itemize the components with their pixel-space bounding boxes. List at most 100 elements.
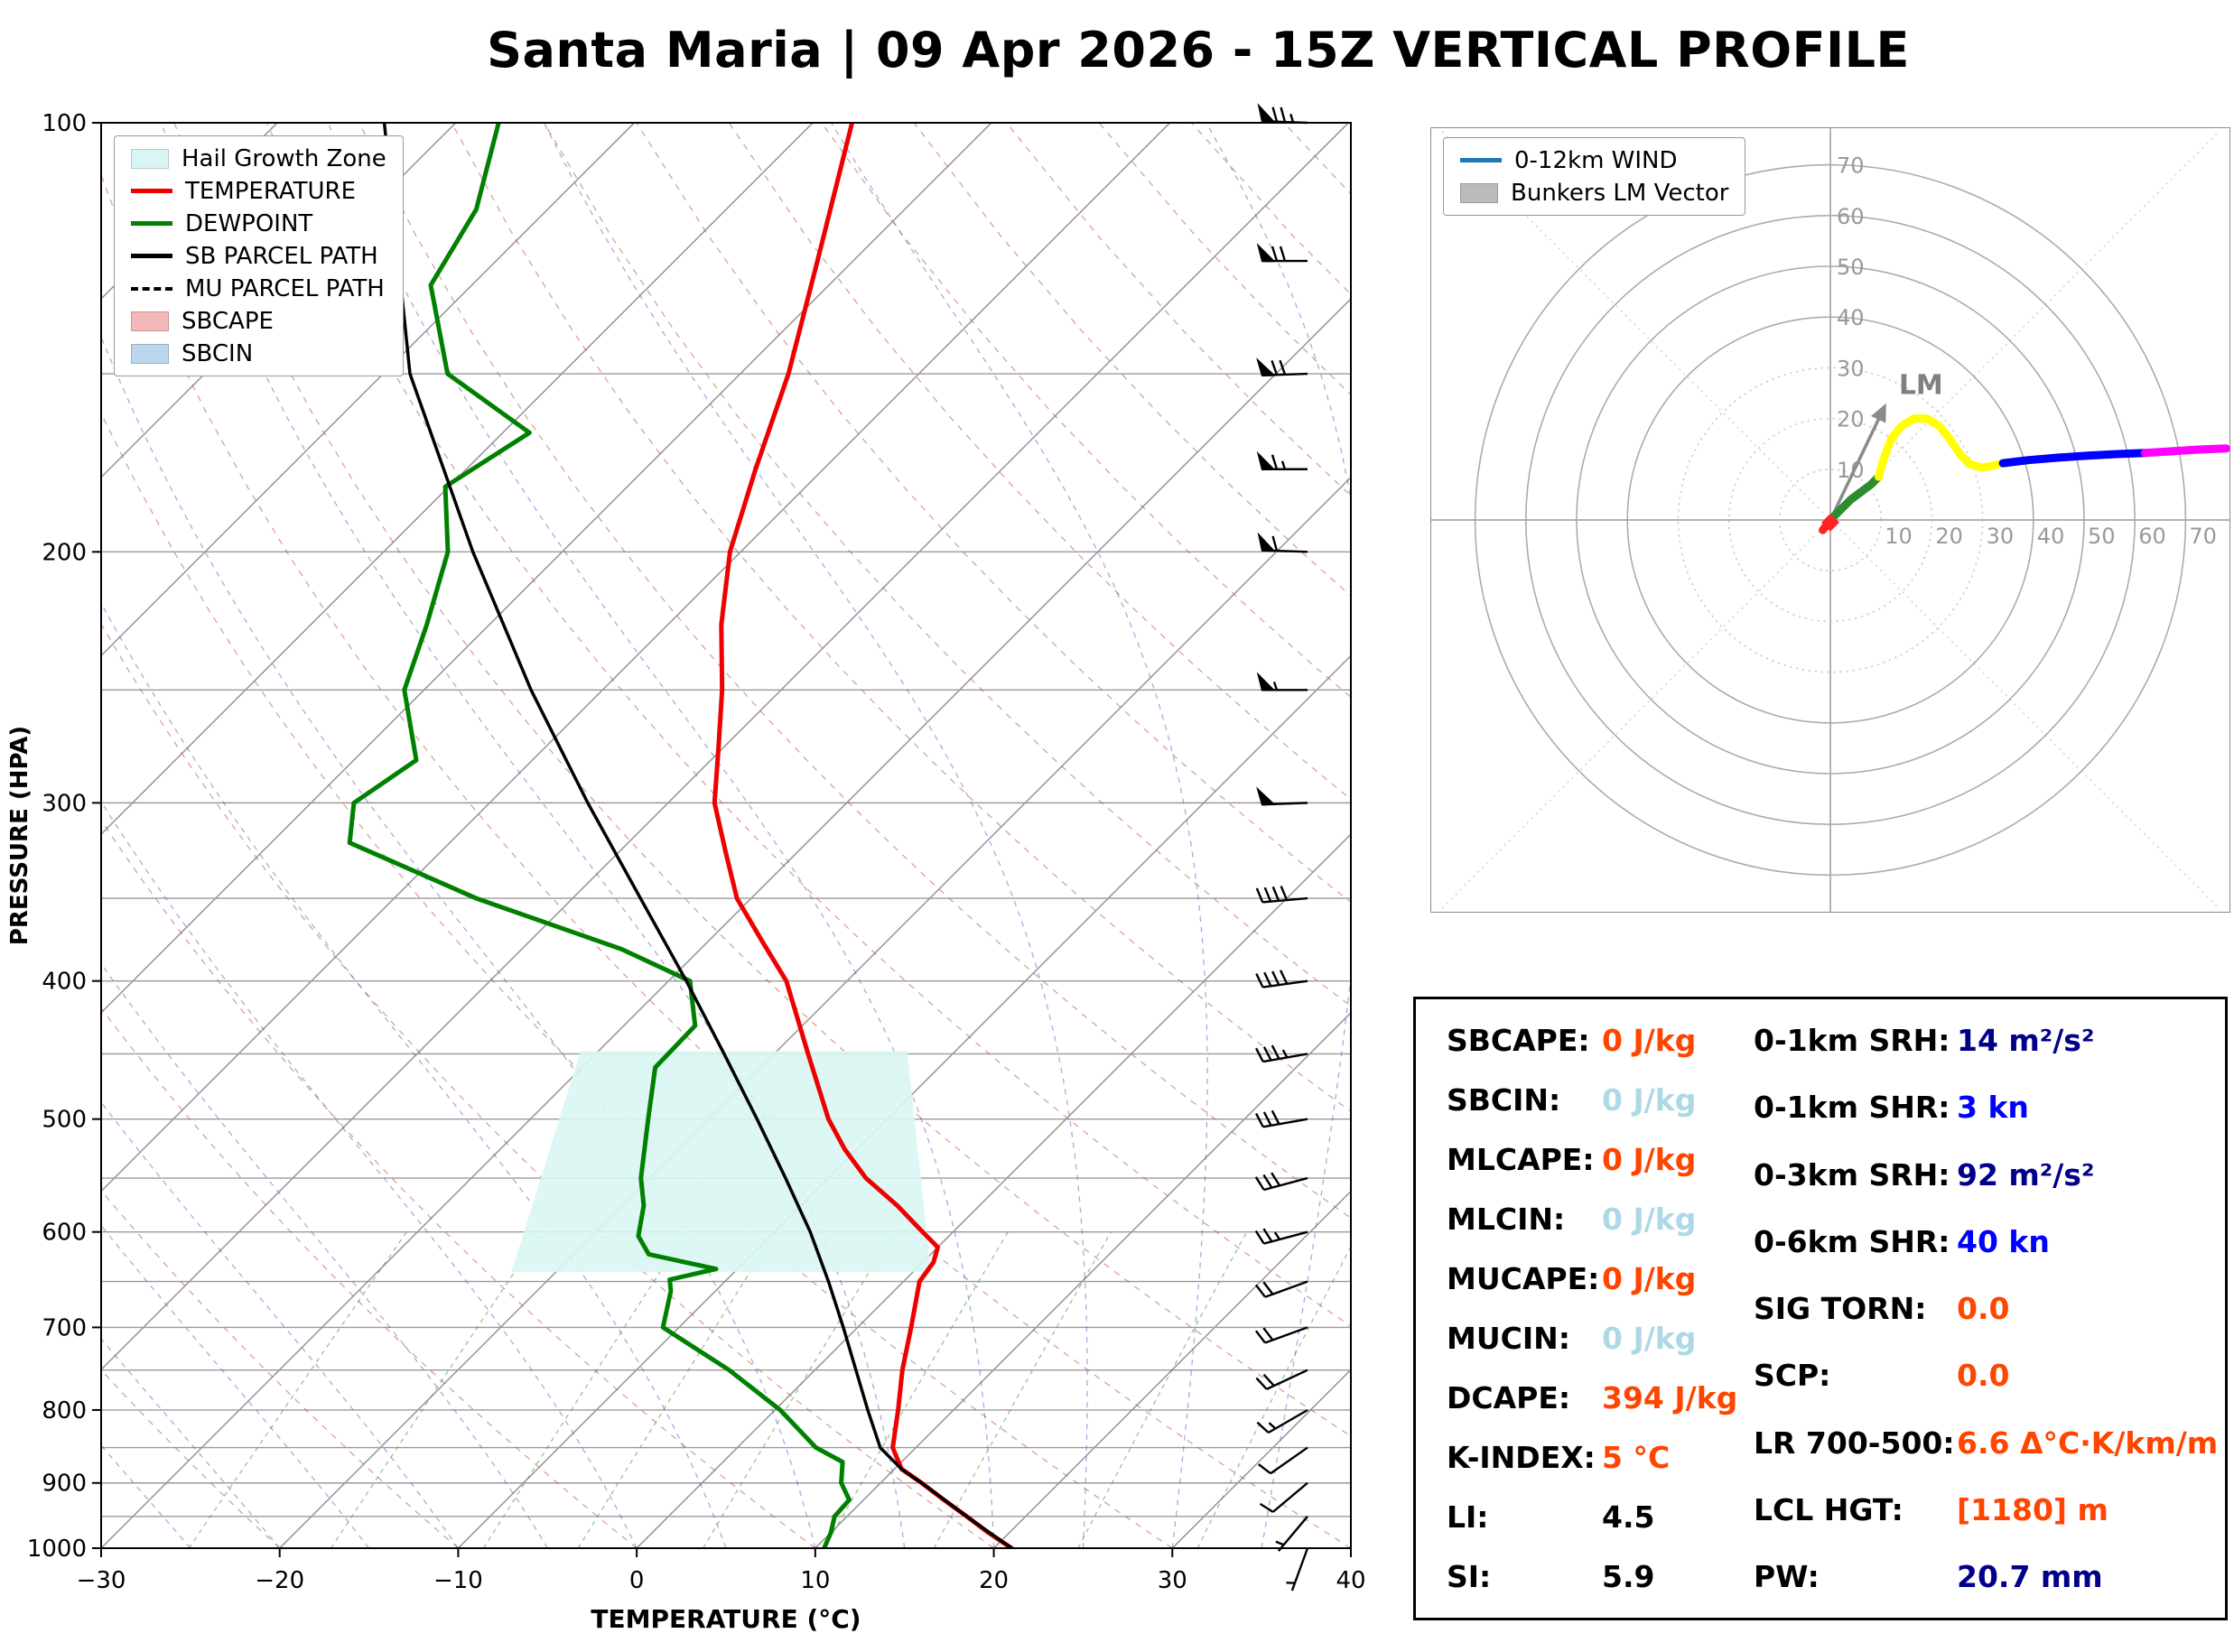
metric-label: LCL HGT: bbox=[1754, 1491, 1904, 1527]
metric-value: 92 m²/s² bbox=[1957, 1156, 2095, 1193]
legend-item: TEMPERATURE bbox=[131, 176, 386, 206]
svg-text:−30: −30 bbox=[77, 1567, 126, 1594]
legend-item: 0-12km WIND bbox=[1460, 145, 1728, 175]
metric-row: MLCIN: 0 J/kg bbox=[1447, 1202, 1717, 1237]
metric-value: 40 kn bbox=[1957, 1223, 2050, 1259]
svg-text:70: 70 bbox=[1837, 153, 1865, 179]
svg-text:0: 0 bbox=[629, 1567, 645, 1594]
skewt-xlabel: TEMPERATURE (°C) bbox=[591, 1604, 861, 1634]
svg-text:1000: 1000 bbox=[27, 1536, 87, 1563]
hodograph-grid bbox=[1430, 127, 2230, 913]
metric-row: SI: 5.9 bbox=[1447, 1559, 1717, 1594]
metric-value: 0 J/kg bbox=[1602, 1321, 1697, 1356]
svg-text:40: 40 bbox=[2037, 524, 2065, 549]
skewt-legend: Hail Growth Zone TEMPERATURE DEWPOINT SB PA… bbox=[114, 135, 404, 376]
metric-label: LI: bbox=[1447, 1499, 1489, 1535]
metric-value: 0 J/kg bbox=[1602, 1023, 1697, 1058]
metric-label: SI: bbox=[1447, 1559, 1492, 1594]
svg-text:10: 10 bbox=[800, 1567, 830, 1594]
svg-text:30: 30 bbox=[1158, 1567, 1187, 1594]
legend-label: Bunkers LM Vector bbox=[1511, 179, 1729, 207]
metric-label: LR 700-500: bbox=[1754, 1425, 1955, 1461]
metric-row: K-INDEX: 5 °C bbox=[1447, 1440, 1717, 1475]
wind-barbs bbox=[1254, 103, 1309, 1592]
metric-row: SBCIN: 0 J/kg bbox=[1447, 1082, 1717, 1118]
metric-row: SCP: 0.0 bbox=[1754, 1358, 2218, 1393]
svg-text:900: 900 bbox=[42, 1471, 87, 1498]
legend-label: 0-12km WIND bbox=[1514, 146, 1678, 174]
metric-row: MLCAPE: 0 J/kg bbox=[1447, 1142, 1717, 1177]
metric-label: MUCIN: bbox=[1447, 1321, 1570, 1356]
legend-item: Bunkers LM Vector bbox=[1460, 178, 1728, 208]
svg-text:50: 50 bbox=[2088, 524, 2116, 549]
mixing-ratio-lines bbox=[188, 1231, 1351, 1548]
svg-text:−20: −20 bbox=[255, 1567, 304, 1594]
legend-patch-swatch bbox=[131, 148, 169, 169]
moist-adiabat-lines bbox=[101, 123, 1351, 1548]
metric-label: 0-1km SRH: bbox=[1754, 1023, 1950, 1058]
metric-label: 0-1km SHR: bbox=[1754, 1090, 1950, 1126]
svg-text:600: 600 bbox=[42, 1220, 87, 1247]
indices-table: SBCAPE: 0 J/kg SBCIN: 0 J/kg MLCAPE: 0 J/kg ML… bbox=[1413, 997, 2228, 1620]
metric-label: SCP: bbox=[1754, 1358, 1831, 1394]
svg-text:20: 20 bbox=[979, 1567, 1009, 1594]
metric-row: LI: 4.5 bbox=[1447, 1499, 1717, 1535]
metric-label: MUCAPE: bbox=[1447, 1261, 1600, 1296]
metric-row: LCL HGT: [1180] m bbox=[1754, 1492, 2218, 1527]
metric-label: MLCIN: bbox=[1447, 1202, 1566, 1237]
dewpoint-curve bbox=[347, 123, 852, 1548]
legend-line-swatch bbox=[131, 189, 172, 193]
legend-label: Hail Growth Zone bbox=[182, 144, 386, 172]
metric-row: PW: 20.7 mm bbox=[1754, 1559, 2218, 1594]
legend-line-swatch bbox=[131, 221, 172, 226]
svg-text:800: 800 bbox=[42, 1397, 87, 1425]
legend-label: TEMPERATURE bbox=[185, 177, 357, 205]
metric-row: 0-1km SHR: 3 kn bbox=[1754, 1090, 2218, 1125]
metric-value: 0 J/kg bbox=[1602, 1082, 1697, 1118]
legend-item: SBCAPE bbox=[131, 306, 386, 336]
svg-text:50: 50 bbox=[1837, 255, 1865, 280]
metric-value: 3 kn bbox=[1957, 1090, 2029, 1126]
svg-text:40: 40 bbox=[1837, 305, 1865, 330]
metric-value: 20.7 mm bbox=[1957, 1559, 2103, 1594]
legend-label: DEWPOINT bbox=[185, 209, 313, 237]
metric-value: 0 J/kg bbox=[1602, 1202, 1697, 1237]
legend-dashed-swatch bbox=[131, 286, 172, 291]
svg-text:30: 30 bbox=[1987, 524, 2015, 549]
skewt-plot-frame bbox=[100, 122, 1352, 1549]
metric-label: 0-3km SRH: bbox=[1754, 1156, 1950, 1193]
metric-value: 0.0 bbox=[1957, 1358, 2010, 1394]
svg-text:60: 60 bbox=[1837, 204, 1865, 229]
metric-row: 0-1km SRH: 14 m²/s² bbox=[1754, 1023, 2218, 1058]
metric-value: 4.5 bbox=[1602, 1499, 1655, 1535]
metric-value: 0 J/kg bbox=[1602, 1142, 1697, 1177]
metric-value: 14 m²/s² bbox=[1957, 1023, 2095, 1058]
metric-label: 0-6km SHR: bbox=[1754, 1223, 1950, 1259]
metric-row: 0-3km SRH: 92 m²/s² bbox=[1754, 1157, 2218, 1193]
hodograph-legend: 0-12km WIND Bunkers LM Vector bbox=[1443, 137, 1746, 216]
svg-text:20: 20 bbox=[1837, 407, 1865, 432]
metric-label: SBCIN: bbox=[1447, 1082, 1561, 1118]
metric-label: SIG TORN: bbox=[1754, 1291, 1927, 1326]
metric-value: 0.0 bbox=[1957, 1291, 2010, 1326]
mu-parcel-path-curve bbox=[383, 123, 1013, 1548]
dry-adiabat-lines bbox=[101, 123, 1351, 1548]
metric-label: PW: bbox=[1754, 1559, 1820, 1594]
svg-text:10: 10 bbox=[1885, 524, 1913, 549]
svg-text:40: 40 bbox=[1336, 1567, 1365, 1594]
svg-text:300: 300 bbox=[42, 790, 87, 817]
trace-start-marker bbox=[1821, 513, 1839, 532]
legend-item: SB PARCEL PATH bbox=[131, 241, 386, 271]
metric-row: MUCIN: 0 J/kg bbox=[1447, 1321, 1717, 1356]
legend-item: SBCIN bbox=[131, 339, 386, 368]
metric-value: 0 J/kg bbox=[1602, 1261, 1697, 1296]
metric-value: 394 J/kg bbox=[1602, 1380, 1738, 1415]
bunkers-lm-vector: LM bbox=[1829, 370, 1943, 521]
svg-text:60: 60 bbox=[2138, 524, 2166, 549]
metric-row: 0-6km SHR: 40 kn bbox=[1754, 1224, 2218, 1259]
